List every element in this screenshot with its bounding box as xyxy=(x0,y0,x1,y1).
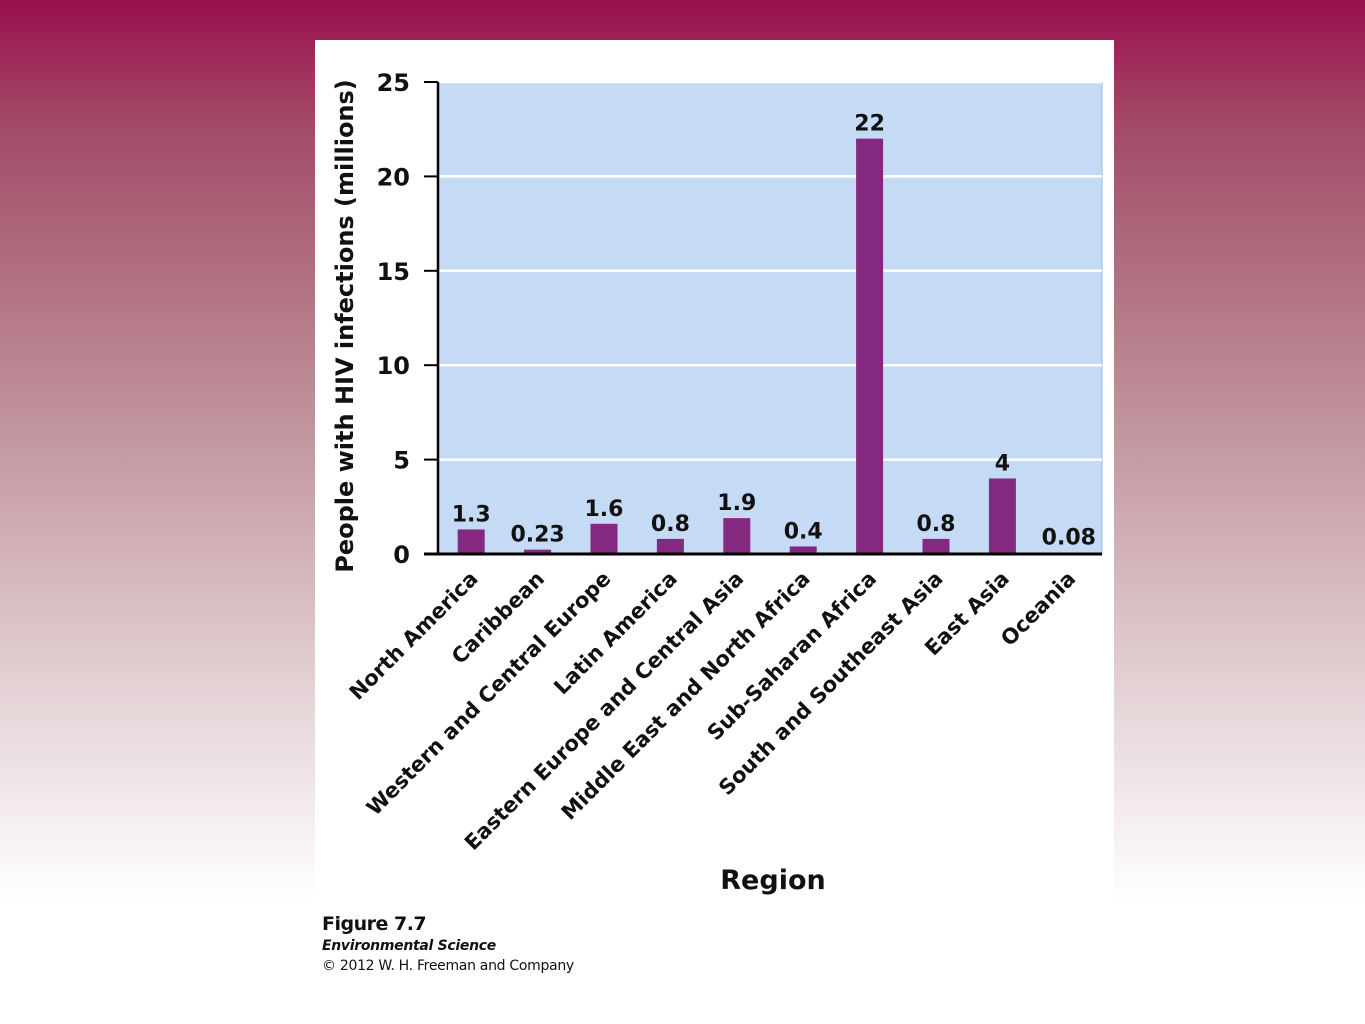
bar xyxy=(988,478,1016,554)
gridlines xyxy=(438,80,1102,461)
x-tick-label: Western and Central Europe xyxy=(362,567,616,821)
bar xyxy=(789,546,817,554)
value-labels: 1.3 0.23 1.6 0.8 1.9 0.4 22 0.8 4 0.08 xyxy=(452,112,1096,551)
bar xyxy=(457,529,485,554)
bar-value-label: 0.8 xyxy=(917,512,956,537)
bar xyxy=(524,549,552,554)
y-tick-label: 10 xyxy=(377,352,410,380)
bar-value-label: 0.4 xyxy=(784,519,823,544)
bar-value-label: 1.3 xyxy=(452,502,491,527)
bar-value-label: 4 xyxy=(995,451,1010,476)
bar xyxy=(656,538,684,554)
figure-book-title: Environmental Science xyxy=(322,938,496,954)
bars xyxy=(457,138,1083,554)
y-tick-labels: 0 5 10 15 20 25 xyxy=(377,69,410,569)
x-axis-title: Region xyxy=(720,865,825,896)
y-tick-label: 20 xyxy=(377,163,410,191)
hiv-bar-chart: 1.3 0.23 1.6 0.8 1.9 0.4 22 0.8 4 0.08 0 5 10 15 20 25… xyxy=(331,69,1103,896)
bar xyxy=(723,518,751,554)
bar-value-label: 1.6 xyxy=(585,497,624,522)
bar xyxy=(856,138,884,554)
bar-value-label: 22 xyxy=(854,112,885,137)
bar xyxy=(590,523,618,554)
bar-value-label: 0.8 xyxy=(651,512,690,537)
bar xyxy=(922,538,950,554)
x-tick-label: Middle East and North Africa xyxy=(557,567,815,825)
axes xyxy=(424,81,1102,556)
y-tick-label: 15 xyxy=(377,258,410,286)
bar-value-label: 0.08 xyxy=(1042,525,1096,550)
figure-copyright: © 2012 W. H. Freeman and Company xyxy=(322,958,574,974)
bar-value-label: 0.23 xyxy=(510,523,564,548)
y-axis-title: People with HIV infections (millions) xyxy=(331,79,359,573)
x-tick-label: Latin America xyxy=(549,567,682,700)
y-tick-label: 0 xyxy=(393,541,410,569)
y-tick-label: 25 xyxy=(377,69,410,97)
figure-panel: 1.3 0.23 1.6 0.8 1.9 0.4 22 0.8 4 0.08 0 5 10 15 20 25… xyxy=(315,40,1114,977)
bar-value-label: 1.9 xyxy=(717,491,756,516)
y-tick-label: 5 xyxy=(393,447,410,475)
figure-number: Figure 7.7 xyxy=(322,913,427,935)
plot-area xyxy=(437,81,1103,555)
